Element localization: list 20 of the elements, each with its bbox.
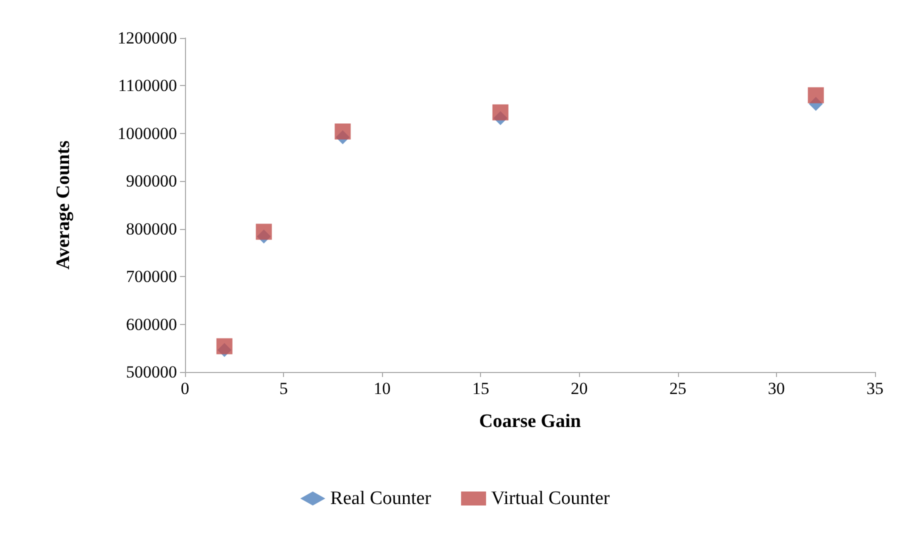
- x-tick-label: 30: [768, 379, 785, 398]
- x-tick-label: 10: [374, 379, 391, 398]
- x-tick-label: 20: [570, 379, 588, 398]
- legend-label: Real Counter: [330, 488, 432, 509]
- x-tick-label: 25: [669, 379, 686, 398]
- y-tick-label: 800000: [126, 219, 177, 238]
- legend-label: Virtual Counter: [491, 488, 610, 509]
- y-tick-label: 600000: [126, 314, 177, 334]
- y-tick-label: 1100000: [118, 76, 177, 96]
- y-axis-title: Average Counts: [53, 140, 74, 270]
- x-tick-label: 5: [279, 379, 288, 398]
- x-axis-title: Coarse Gain: [479, 411, 582, 432]
- y-tick-label: 1200000: [118, 28, 177, 48]
- x-tick-label: 15: [472, 379, 490, 398]
- y-tick-label: 500000: [126, 362, 177, 382]
- x-tick-label: 35: [866, 379, 884, 398]
- y-tick-label: 700000: [126, 267, 177, 286]
- y-tick-label: 900000: [126, 172, 177, 191]
- x-tick-label: 0: [180, 379, 190, 398]
- y-tick-label: 1000000: [118, 124, 177, 143]
